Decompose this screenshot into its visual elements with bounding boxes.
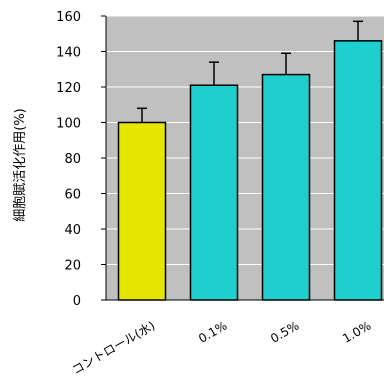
y-tick-label: 140: [56, 46, 81, 61]
x-category-label: 1.0%: [340, 318, 373, 345]
y-tick-label: 100: [56, 117, 81, 132]
y-tick-label: 0: [73, 294, 81, 309]
x-category-label: 0.5%: [268, 318, 301, 345]
y-tick-label: 20: [64, 259, 81, 274]
y-tick-label: 40: [64, 223, 81, 238]
bar: [333, 40, 383, 301]
bar: [261, 73, 311, 301]
x-category-label: コントロール(水): [70, 318, 158, 377]
y-tick-label: 60: [64, 188, 81, 203]
y-tick-label: 80: [64, 152, 81, 167]
x-category-labels: コントロール(水) 0.1% 0.5% 1.0%: [70, 318, 374, 377]
y-tick-labels: 0 20 40 60 80 100 120 140 160: [56, 10, 106, 309]
bars: [117, 40, 383, 301]
y-tick-label: 160: [56, 10, 81, 25]
bar: [189, 84, 239, 301]
y-axis-label: 細胞賦活化作用(%): [13, 108, 28, 222]
bar: [117, 121, 167, 301]
y-tick-label: 120: [56, 81, 81, 96]
error-bars: [137, 20, 363, 123]
x-category-label: 0.1%: [196, 318, 229, 345]
